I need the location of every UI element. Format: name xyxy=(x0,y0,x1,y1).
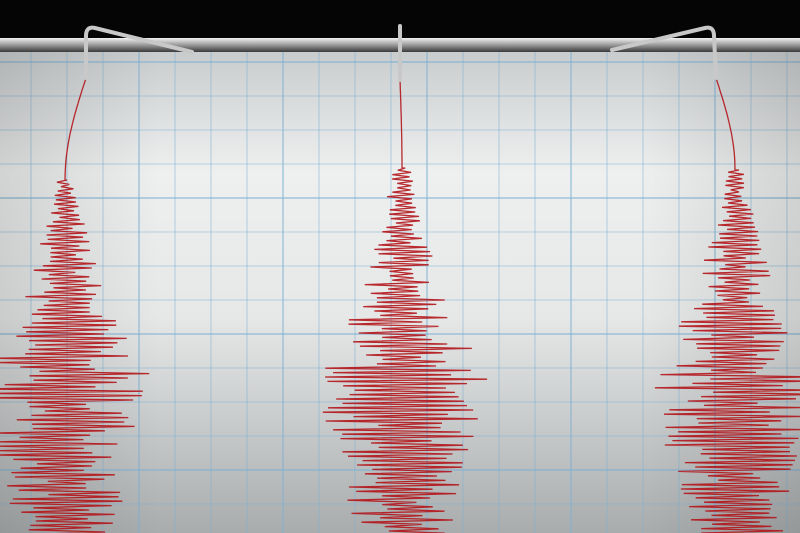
seismic-trace xyxy=(654,77,800,533)
seismic-trace xyxy=(0,77,150,533)
needle-right xyxy=(610,25,718,80)
needle-left xyxy=(84,25,194,80)
needles xyxy=(84,24,718,82)
seismic-trace xyxy=(322,79,488,533)
seismic-traces xyxy=(0,77,800,533)
